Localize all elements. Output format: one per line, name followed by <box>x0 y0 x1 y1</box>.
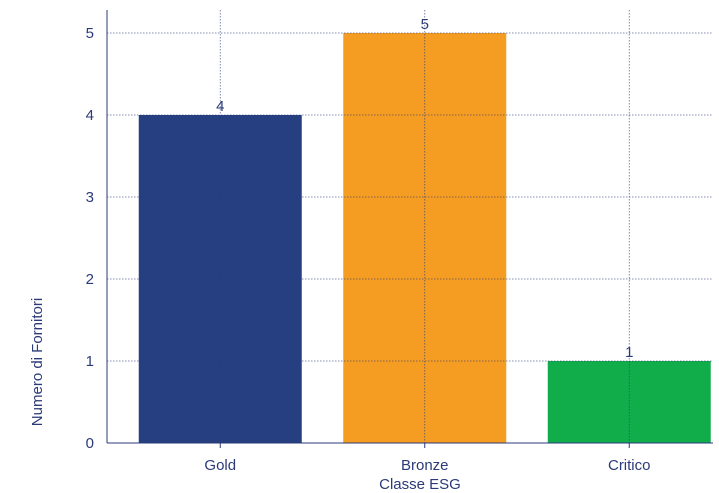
y-tick-label-2: 2 <box>86 271 94 288</box>
y-tick-label-3: 3 <box>86 189 94 206</box>
axis-layer <box>106 10 713 448</box>
y-tick-label-5: 5 <box>86 25 94 42</box>
y-tick-label-1: 1 <box>86 353 94 370</box>
y-tick-label-4: 4 <box>86 107 94 124</box>
x-tick-label-critico: Critico <box>608 457 651 474</box>
data-label-gold: 4 <box>216 98 224 115</box>
bar-critico <box>547 361 711 443</box>
x-tick-label-bronze: Bronze <box>401 457 449 474</box>
label-layer: 0 1 2 3 4 5 Gold 4 Bronze 5 Critico 1 <box>86 16 651 474</box>
data-label-bronze: 5 <box>421 16 429 33</box>
overlay-grid-layer <box>107 10 713 443</box>
y-axis-title: Numero di Fornitori <box>29 298 46 426</box>
y-tick-label-0: 0 <box>86 435 94 452</box>
x-axis-title: Classe ESG <box>379 476 461 493</box>
data-label-critico: 1 <box>625 344 633 361</box>
x-tick-label-gold: Gold <box>204 457 236 474</box>
